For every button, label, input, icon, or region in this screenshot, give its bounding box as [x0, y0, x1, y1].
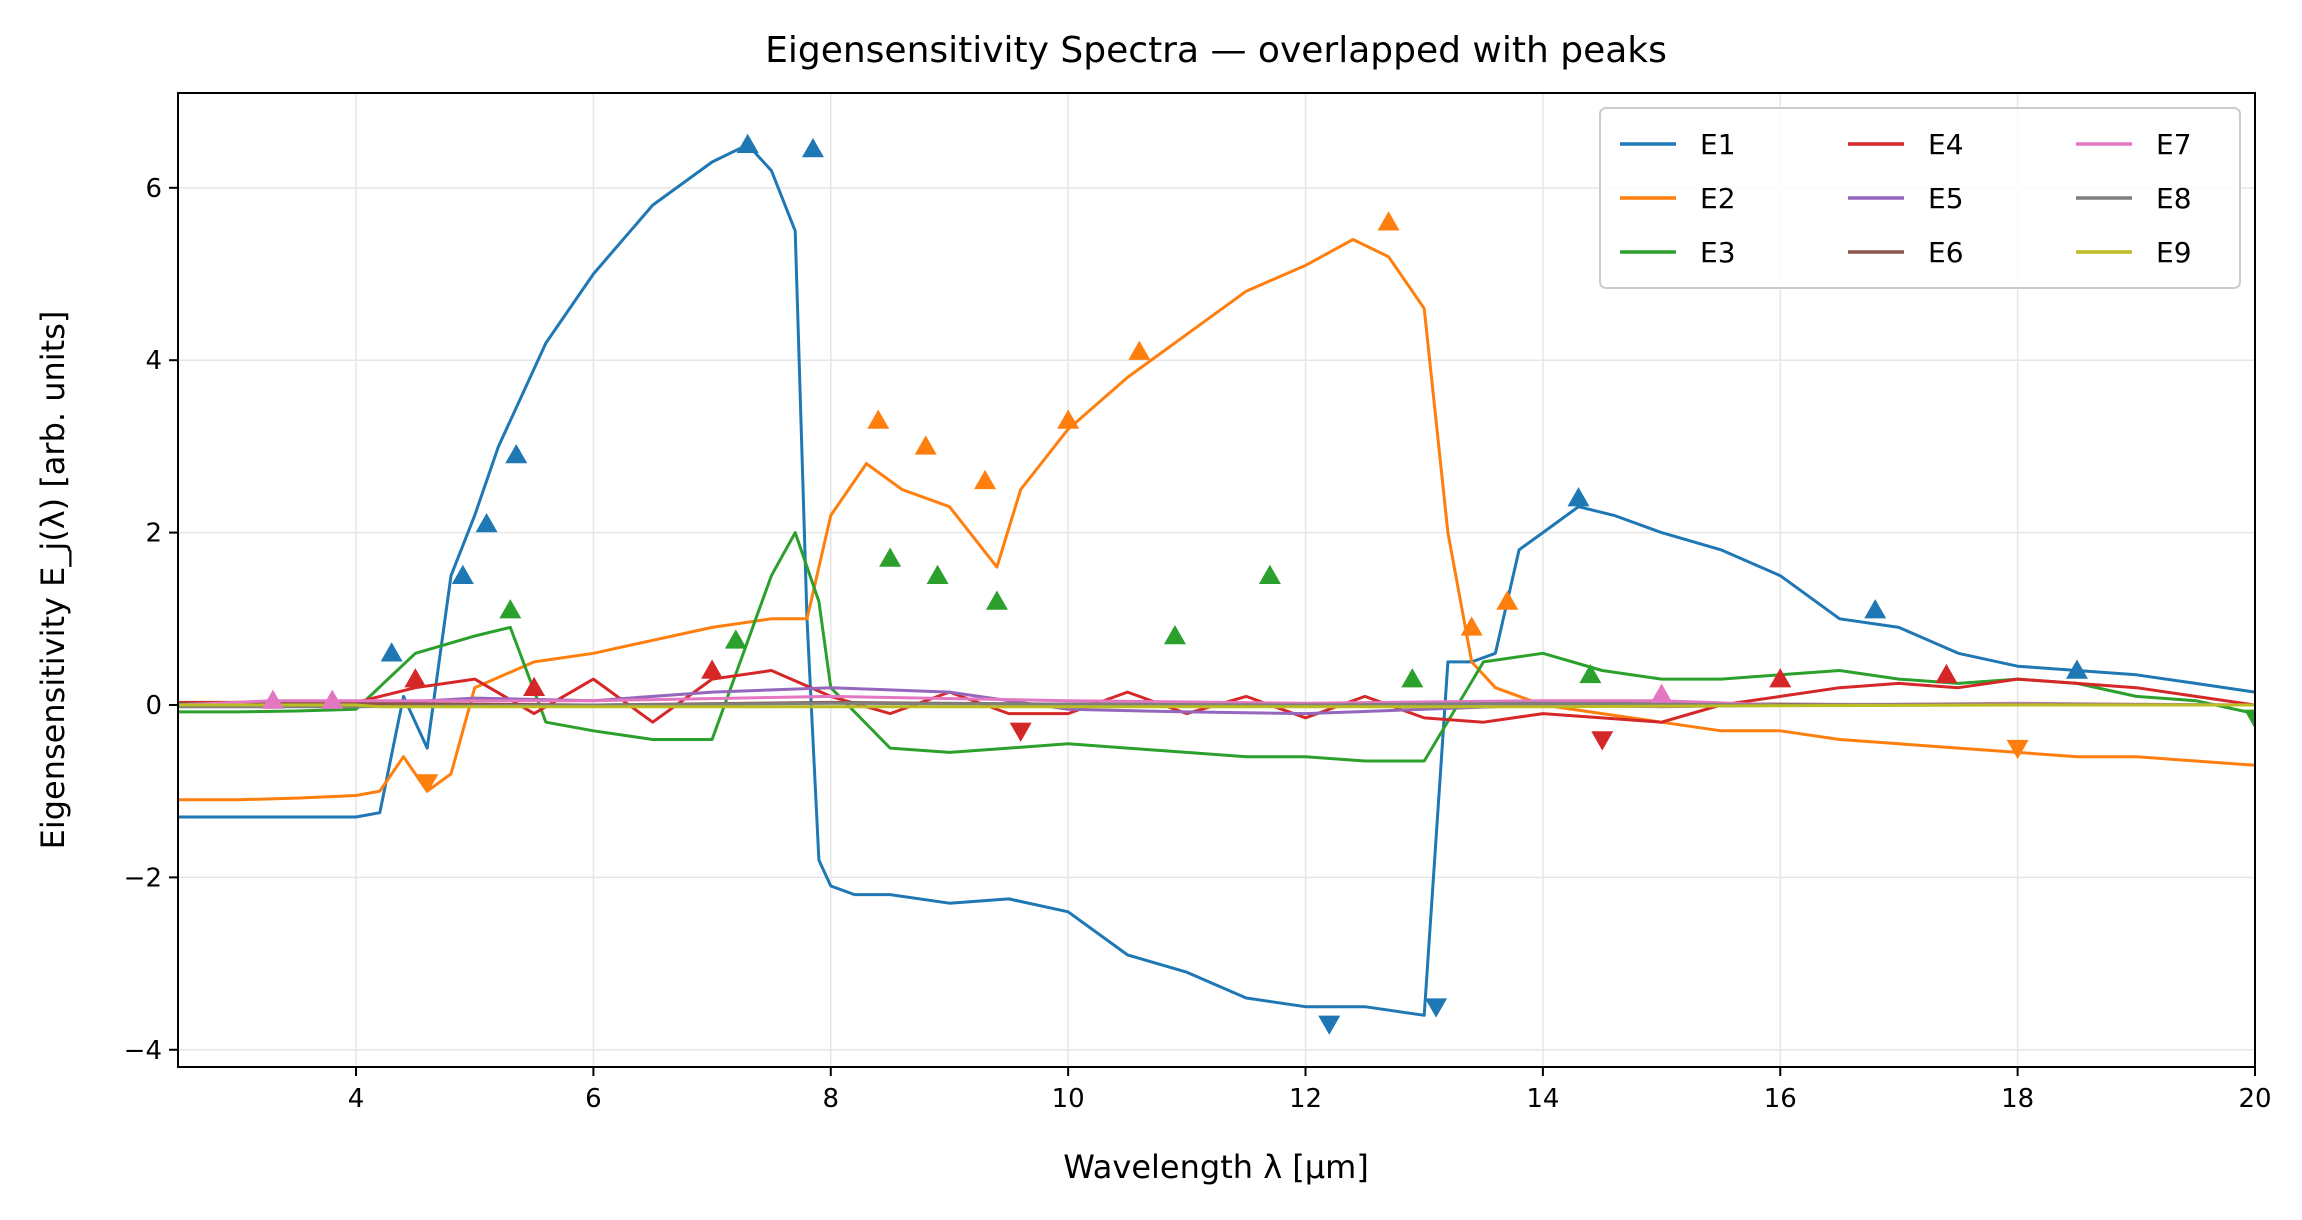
peak-marker-e3 — [985, 590, 1008, 610]
x-tick-label: 8 — [822, 1084, 839, 1114]
peak-marker-e3 — [1258, 564, 1281, 584]
legend-label-e4: E4 — [1928, 128, 1964, 161]
y-tick-label: −2 — [124, 863, 162, 893]
peak-marker-e3 — [499, 599, 522, 619]
peak-marker-e1 — [1318, 1015, 1341, 1035]
series-lines — [178, 143, 2255, 1017]
peak-marker-e1 — [505, 444, 528, 464]
peak-marker-e3 — [1401, 668, 1424, 688]
peak-marker-e4 — [1769, 668, 1792, 688]
peak-marker-e4 — [701, 659, 724, 679]
y-tick-label: 2 — [145, 519, 162, 549]
x-tick-label: 4 — [348, 1084, 365, 1114]
peak-marker-e3 — [2244, 709, 2255, 729]
series-line-e9 — [178, 703, 2255, 709]
x-tick-label: 14 — [1526, 1084, 1559, 1114]
peak-marker-e1 — [1567, 487, 1590, 507]
peak-marker-e1 — [1425, 998, 1448, 1018]
peak-marker-e1 — [475, 512, 498, 533]
peak-marker-e2 — [1057, 409, 1080, 429]
y-axis-label: Eigensensitivity E_j(λ) [arb. units] — [34, 311, 72, 850]
peak-marker-e1 — [736, 133, 759, 153]
legend-label-e2: E2 — [1700, 182, 1736, 215]
peak-marker-e3 — [1579, 663, 1602, 684]
x-tick-label: 18 — [2001, 1084, 2034, 1114]
peak-marker-e2 — [1377, 211, 1400, 231]
x-tick-label: 20 — [2238, 1084, 2271, 1114]
peak-marker-e2 — [1128, 340, 1151, 360]
peak-marker-e2 — [416, 774, 439, 794]
peak-markers — [261, 133, 2255, 1035]
peak-marker-e4 — [1591, 731, 1614, 751]
peak-marker-e1 — [1864, 599, 1887, 619]
legend-label-e3: E3 — [1700, 236, 1736, 269]
axis-ticks: 4 6 8 10 12 14 16 18 20 −4 −2 0 2 4 6 — [124, 174, 2272, 1114]
x-tick-label: 6 — [585, 1084, 602, 1114]
legend: E1 E2 E3 E4 E5 E6 E7 E8 E9 — [1599, 107, 2241, 289]
series-line-e4 — [178, 669, 2255, 724]
peak-marker-e4 — [1009, 722, 1032, 742]
legend-label-e1: E1 — [1700, 128, 1736, 161]
peak-marker-e2 — [974, 469, 997, 490]
peak-marker-e3 — [1163, 625, 1186, 645]
peak-marker-e1 — [2065, 659, 2088, 679]
series-line-e2 — [178, 238, 2255, 802]
peak-marker-e2 — [867, 409, 890, 429]
peak-marker-e1 — [801, 138, 824, 158]
chart-title: Eigensensitivity Spectra — overlapped wi… — [765, 30, 1667, 71]
peak-marker-e1 — [380, 642, 403, 662]
peak-marker-e7 — [321, 689, 344, 709]
y-tick-label: 6 — [145, 174, 162, 204]
peak-marker-e7 — [261, 689, 284, 709]
peak-marker-e2 — [2006, 739, 2029, 760]
peak-marker-e7 — [1650, 683, 1673, 703]
legend-label-e7: E7 — [2156, 128, 2192, 161]
x-tick-label: 16 — [1764, 1084, 1797, 1114]
peak-marker-e3 — [926, 564, 949, 584]
legend-box — [1599, 107, 2241, 289]
peak-marker-e3 — [879, 547, 902, 567]
peak-marker-e4 — [404, 668, 427, 688]
peak-marker-e4 — [1935, 663, 1958, 684]
legend-label-e8: E8 — [2156, 182, 2192, 215]
peak-marker-e3 — [724, 629, 747, 649]
y-tick-label: 4 — [145, 346, 162, 376]
series-line-e1 — [178, 143, 2255, 1017]
peak-marker-e2 — [1460, 616, 1483, 636]
peak-marker-e1 — [451, 564, 474, 584]
series-line-e3 — [178, 531, 2255, 763]
peak-marker-e4 — [523, 676, 546, 696]
legend-label-e5: E5 — [1928, 182, 1964, 215]
peak-marker-e2 — [914, 435, 937, 455]
legend-label-e6: E6 — [1928, 236, 1964, 269]
x-tick-label: 10 — [1052, 1084, 1085, 1114]
x-axis-label: Wavelength λ [µm] — [1063, 1148, 1369, 1186]
y-tick-label: −4 — [124, 1036, 162, 1066]
x-tick-label: 12 — [1289, 1084, 1322, 1114]
plot-frame — [177, 92, 2256, 1068]
peak-marker-e2 — [1496, 590, 1519, 610]
legend-label-e9: E9 — [2156, 236, 2192, 269]
y-tick-label: 0 — [145, 691, 162, 721]
